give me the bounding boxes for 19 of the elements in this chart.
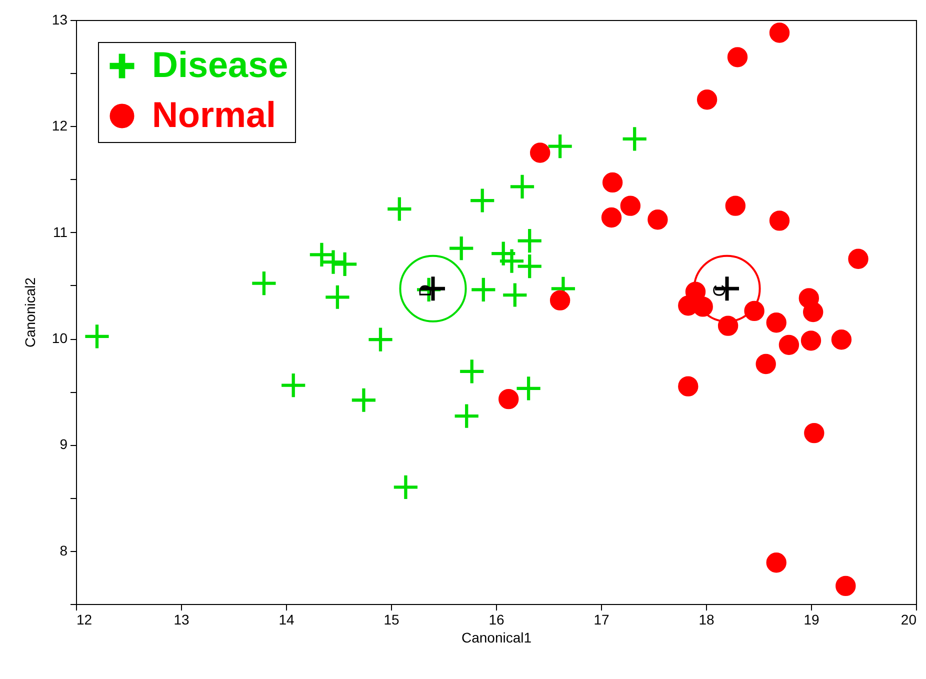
x-tick-label: 15 [384,612,400,628]
y-tick-label: 11 [52,224,68,240]
x-tick-label: 19 [804,612,820,628]
legend-label: Normal [152,94,276,135]
y-axis-title: Canonical2 [22,277,38,348]
y-tick-label: 13 [52,12,68,28]
x-tick-label: 20 [900,612,917,628]
x-tick-label: 12 [76,612,92,628]
x-tick-label: 18 [698,612,714,628]
x-tick-label: 16 [488,612,504,628]
y-tick-label: 10 [52,330,68,346]
y-tick-label: 9 [60,436,68,452]
y-tick-label: 12 [52,118,68,134]
legend-label: Disease [152,44,288,85]
x-tick-label: 17 [594,612,610,628]
x-axis-title: Canonical1 [461,630,532,646]
x-tick-label: 13 [174,612,190,628]
x-tick-label: 14 [278,612,294,628]
y-tick-label: 8 [60,542,68,558]
